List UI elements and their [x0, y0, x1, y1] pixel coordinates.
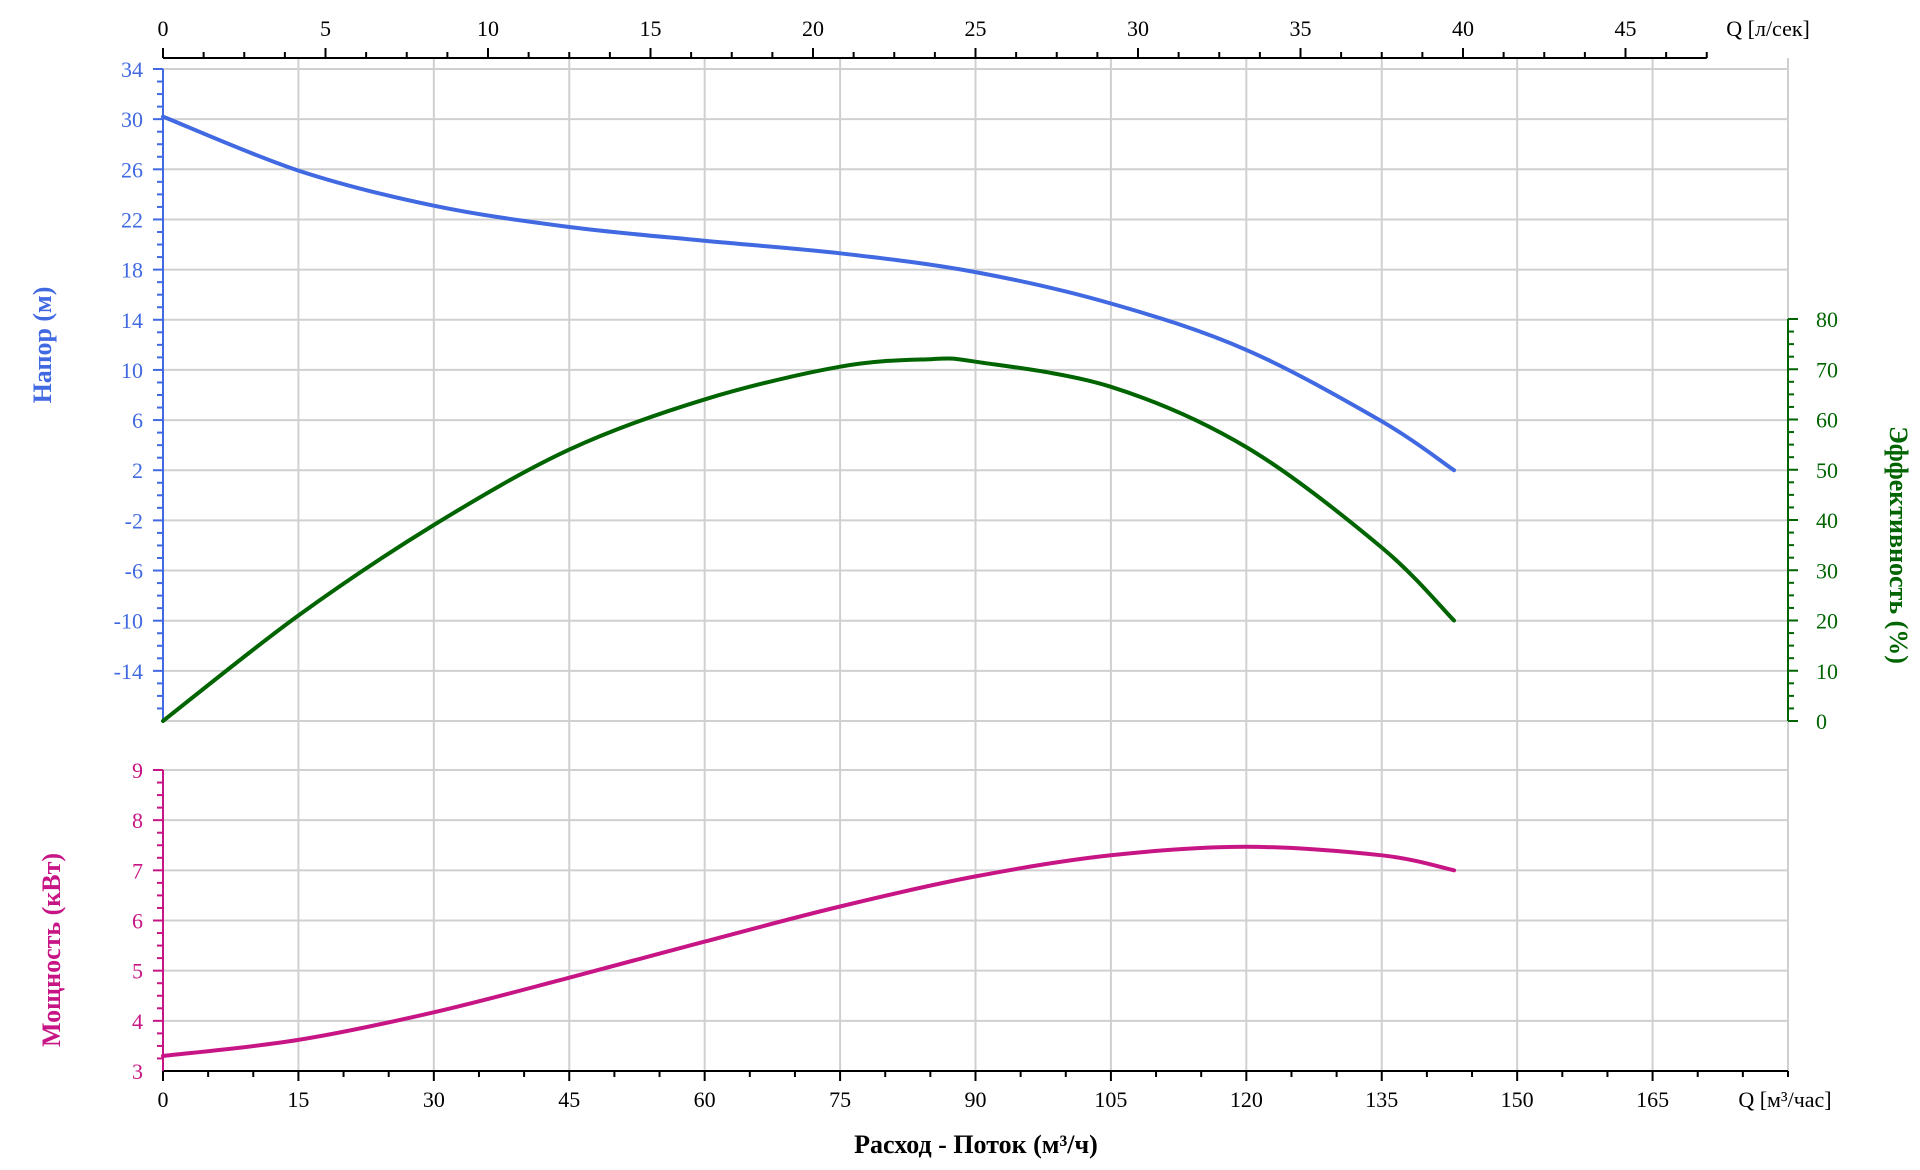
top-axis-unit-label: Q [л/сек]	[1726, 16, 1810, 41]
top-axis-tick-label: 45	[1615, 16, 1637, 41]
efficiency-axis-tick-label: 30	[1816, 558, 1838, 583]
efficiency-curve	[161, 356, 1456, 723]
bottom-axis-tick-label: 90	[965, 1087, 987, 1112]
head-curve	[161, 114, 1456, 473]
power-axis-tick-label: 3	[132, 1059, 143, 1084]
efficiency-axis-tick-label: 20	[1816, 609, 1838, 634]
axis-labels: Q [л/сек] Q [м³/час] Расход - Поток (м³/…	[28, 16, 1913, 1159]
bottom-axis-tick-label: 30	[423, 1087, 445, 1112]
efficiency-axis-tick-label: 50	[1816, 458, 1838, 483]
top-axis-tick-label: 30	[1127, 16, 1149, 41]
head-axis-tick-label: 6	[132, 408, 143, 433]
efficiency-axis-tick-label: 40	[1816, 508, 1838, 533]
x-axis-title: Расход - Поток (м³/ч)	[854, 1130, 1098, 1159]
top-axis-tick-label: 20	[802, 16, 824, 41]
power-axis-title: Мощность (кВт)	[37, 853, 66, 1047]
head-axis-tick-label: -6	[125, 559, 143, 584]
power-curve	[161, 844, 1456, 1058]
efficiency-axis-tick-label: 0	[1816, 709, 1827, 734]
head-axis-tick-label: 30	[121, 107, 143, 132]
head-axis-tick-label: 2	[132, 458, 143, 483]
power-axis-tick-label: 9	[132, 758, 143, 783]
efficiency-axis-tick-label: 10	[1816, 659, 1838, 684]
head-axis-title: Напор (м)	[28, 287, 57, 404]
power-axis-tick-label: 5	[132, 959, 143, 984]
efficiency-axis-tick-label: 80	[1816, 307, 1838, 332]
head-axis-tick-label: 10	[121, 358, 143, 383]
bottom-axis-tick-label: 60	[694, 1087, 716, 1112]
power-axis-tick-label: 6	[132, 909, 143, 934]
bottom-axis-tick-label: 150	[1501, 1087, 1534, 1112]
bottom-axis-tick-label: 165	[1636, 1087, 1669, 1112]
head-axis-tick-label: 34	[121, 57, 143, 82]
head-axis-tick-label: 26	[121, 157, 143, 182]
bottom-axis-tick-label: 45	[558, 1087, 580, 1112]
head-axis-tick-label: 18	[121, 258, 143, 283]
bottom-axis-unit-label: Q [м³/час]	[1738, 1087, 1831, 1112]
efficiency-axis-tick-label: 60	[1816, 408, 1838, 433]
head-axis-tick-label: -14	[114, 659, 143, 684]
bottom-axis-tick-label: 0	[158, 1087, 169, 1112]
top-axis-tick-label: 10	[477, 16, 499, 41]
bottom-axis-tick-label: 105	[1094, 1087, 1127, 1112]
top-axis-tick-label: 35	[1290, 16, 1312, 41]
head-axis-tick-label: 14	[121, 308, 143, 333]
bottom-axis-tick-label: 75	[829, 1087, 851, 1112]
top-axis-tick-label: 25	[965, 16, 987, 41]
efficiency-axis-tick-label: 70	[1816, 357, 1838, 382]
bottom-axis-tick-label: 135	[1365, 1087, 1398, 1112]
power-axis-tick-label: 8	[132, 808, 143, 833]
efficiency-axis-title: Эффективность (%)	[1884, 426, 1913, 664]
head-axis-tick-label: 22	[121, 207, 143, 232]
top-axis-tick-label: 5	[320, 16, 331, 41]
top-axis-tick-label: 15	[640, 16, 662, 41]
series-lines	[161, 114, 1456, 1058]
head-axis-tick-label: -2	[125, 508, 143, 533]
power-axis-tick-label: 4	[132, 1009, 143, 1034]
bottom-axis-tick-label: 120	[1230, 1087, 1263, 1112]
top-axis-tick-label: 0	[158, 16, 169, 41]
top-axis-tick-label: 40	[1452, 16, 1474, 41]
power-axis-tick-label: 7	[132, 858, 143, 883]
bottom-axis-tick-label: 15	[287, 1087, 309, 1112]
head-axis-tick-label: -10	[114, 609, 143, 634]
grid	[163, 58, 1789, 1072]
